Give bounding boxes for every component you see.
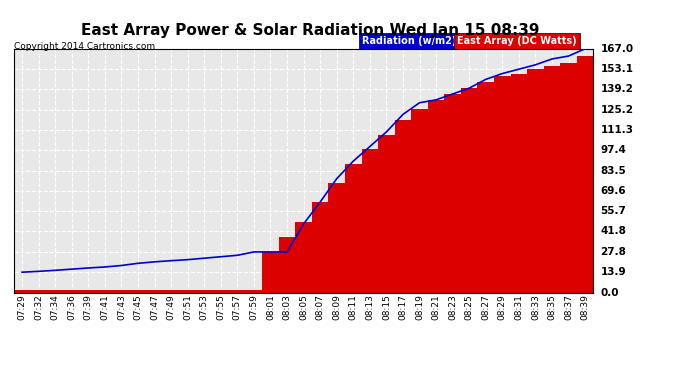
Text: 111.3: 111.3 — [600, 125, 633, 135]
Text: 13.9: 13.9 — [600, 267, 626, 277]
Text: Copyright 2014 Cartronics.com: Copyright 2014 Cartronics.com — [14, 42, 155, 51]
Text: 167.0: 167.0 — [600, 44, 633, 54]
Text: 55.7: 55.7 — [600, 206, 627, 216]
Text: 153.1: 153.1 — [600, 64, 633, 74]
Bar — [378, 135, 395, 292]
Bar — [113, 290, 130, 292]
Text: 97.4: 97.4 — [600, 146, 627, 155]
Bar — [544, 66, 560, 292]
Bar — [229, 290, 246, 292]
Bar — [97, 290, 113, 292]
Text: 27.8: 27.8 — [600, 247, 627, 257]
Bar — [30, 290, 47, 292]
Text: East Array Power & Solar Radiation Wed Jan 15 08:39: East Array Power & Solar Radiation Wed J… — [81, 22, 540, 38]
Bar — [146, 290, 163, 292]
Bar — [179, 290, 196, 292]
Text: 83.5: 83.5 — [600, 166, 626, 176]
Bar — [461, 88, 477, 292]
Bar — [246, 290, 262, 292]
Bar — [14, 290, 30, 292]
Bar — [279, 237, 295, 292]
Bar — [395, 120, 411, 292]
Bar — [213, 290, 229, 292]
Text: 41.8: 41.8 — [600, 226, 627, 237]
Bar — [312, 202, 328, 292]
Bar — [130, 290, 146, 292]
Text: 0.0: 0.0 — [600, 288, 619, 297]
Bar — [362, 150, 378, 292]
Bar — [63, 290, 80, 292]
Bar — [196, 290, 213, 292]
Bar — [560, 63, 577, 292]
Bar — [80, 290, 97, 292]
Bar — [163, 290, 179, 292]
Bar — [444, 94, 461, 292]
Text: 125.2: 125.2 — [600, 105, 633, 115]
Bar — [527, 69, 544, 292]
Bar — [345, 164, 362, 292]
Text: Radiation (w/m2): Radiation (w/m2) — [362, 36, 456, 46]
Bar — [328, 183, 345, 292]
Bar — [47, 290, 63, 292]
Text: 139.2: 139.2 — [600, 84, 633, 94]
Text: 69.6: 69.6 — [600, 186, 626, 196]
Bar — [494, 76, 511, 292]
Bar — [295, 222, 312, 292]
Bar — [262, 252, 279, 292]
Bar — [411, 109, 428, 292]
Text: East Array (DC Watts): East Array (DC Watts) — [457, 36, 577, 46]
Bar — [577, 56, 593, 292]
Bar — [511, 74, 527, 292]
Bar — [428, 100, 444, 292]
Bar — [477, 82, 494, 292]
